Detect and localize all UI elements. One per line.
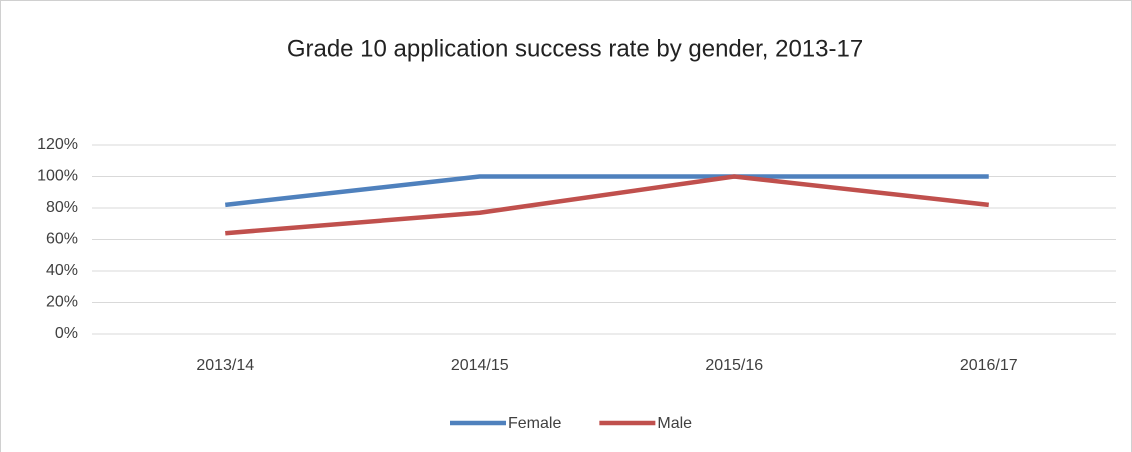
x-tick-label: 2016/17 [960,357,1018,374]
y-tick-label: 60% [46,231,78,248]
legend-label: Male [657,415,692,432]
y-tick-label: 40% [46,262,78,279]
y-tick-label: 120% [37,136,78,153]
chart-title: Grade 10 application success rate by gen… [287,35,863,62]
data-line [225,174,989,236]
x-tick-label: 2015/16 [705,357,763,374]
y-tick-label: 0% [55,325,78,342]
legend-label: Female [508,415,561,432]
x-tick-label: 2013/14 [196,357,254,374]
y-tick-label: 100% [37,168,78,185]
y-tick-label: 20% [46,294,78,311]
data-line [225,174,989,208]
x-tick-label: 2014/15 [451,357,509,374]
y-tick-label: 80% [46,199,78,216]
